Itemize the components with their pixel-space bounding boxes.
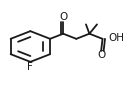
Text: O: O [59,12,67,22]
Text: F: F [27,62,33,72]
Text: O: O [97,50,105,60]
Text: OH: OH [109,33,125,43]
